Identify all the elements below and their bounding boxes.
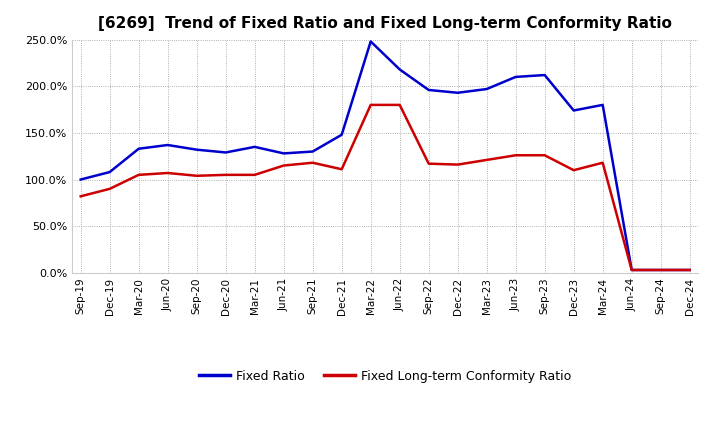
- Fixed Ratio: [308, 149, 317, 154]
- Fixed Long-term Conformity Ratio: [454, 162, 462, 167]
- Fixed Long-term Conformity Ratio: [76, 194, 85, 199]
- Fixed Ratio: [105, 169, 114, 175]
- Fixed Long-term Conformity Ratio: [424, 161, 433, 166]
- Fixed Long-term Conformity Ratio: [657, 268, 665, 273]
- Fixed Ratio: [395, 67, 404, 72]
- Fixed Ratio: [685, 268, 694, 273]
- Fixed Ratio: [454, 90, 462, 95]
- Fixed Long-term Conformity Ratio: [221, 172, 230, 177]
- Fixed Long-term Conformity Ratio: [366, 102, 375, 107]
- Line: Fixed Ratio: Fixed Ratio: [81, 41, 690, 270]
- Fixed Long-term Conformity Ratio: [192, 173, 201, 179]
- Fixed Ratio: [221, 150, 230, 155]
- Fixed Long-term Conformity Ratio: [511, 153, 520, 158]
- Fixed Long-term Conformity Ratio: [308, 160, 317, 165]
- Legend: Fixed Ratio, Fixed Long-term Conformity Ratio: Fixed Ratio, Fixed Long-term Conformity …: [194, 365, 577, 388]
- Line: Fixed Long-term Conformity Ratio: Fixed Long-term Conformity Ratio: [81, 105, 690, 270]
- Fixed Ratio: [163, 143, 172, 148]
- Fixed Ratio: [627, 268, 636, 273]
- Fixed Ratio: [76, 177, 85, 182]
- Title: [6269]  Trend of Fixed Ratio and Fixed Long-term Conformity Ratio: [6269] Trend of Fixed Ratio and Fixed Lo…: [98, 16, 672, 32]
- Fixed Ratio: [366, 39, 375, 44]
- Fixed Ratio: [482, 86, 491, 92]
- Fixed Long-term Conformity Ratio: [482, 157, 491, 162]
- Fixed Long-term Conformity Ratio: [541, 153, 549, 158]
- Fixed Ratio: [251, 144, 259, 150]
- Fixed Long-term Conformity Ratio: [685, 268, 694, 273]
- Fixed Ratio: [511, 74, 520, 80]
- Fixed Long-term Conformity Ratio: [105, 186, 114, 191]
- Fixed Long-term Conformity Ratio: [395, 102, 404, 107]
- Fixed Long-term Conformity Ratio: [251, 172, 259, 177]
- Fixed Ratio: [424, 87, 433, 92]
- Fixed Ratio: [570, 108, 578, 113]
- Fixed Ratio: [541, 73, 549, 78]
- Fixed Long-term Conformity Ratio: [163, 170, 172, 176]
- Fixed Ratio: [192, 147, 201, 152]
- Fixed Long-term Conformity Ratio: [135, 172, 143, 177]
- Fixed Ratio: [338, 132, 346, 137]
- Fixed Long-term Conformity Ratio: [627, 268, 636, 273]
- Fixed Ratio: [598, 102, 607, 107]
- Fixed Ratio: [279, 151, 288, 156]
- Fixed Ratio: [135, 146, 143, 151]
- Fixed Long-term Conformity Ratio: [598, 160, 607, 165]
- Fixed Long-term Conformity Ratio: [570, 168, 578, 173]
- Fixed Long-term Conformity Ratio: [279, 163, 288, 168]
- Fixed Long-term Conformity Ratio: [338, 167, 346, 172]
- Fixed Ratio: [657, 268, 665, 273]
